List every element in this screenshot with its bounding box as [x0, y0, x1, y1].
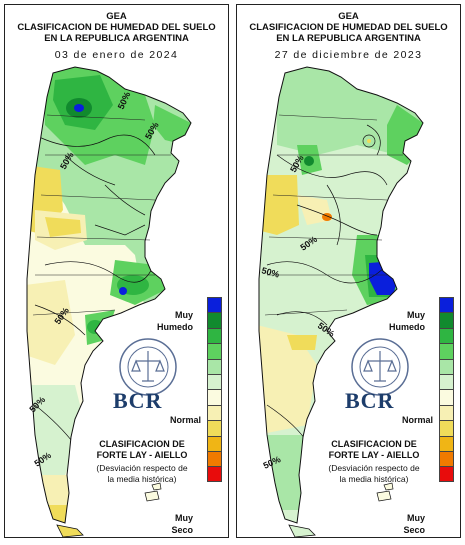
legend-swatch [207, 373, 222, 390]
legend-swatch [439, 435, 454, 451]
legend-label-muy: Muy [407, 310, 425, 320]
classification-method: FORTE LAY - AIELLO [328, 450, 420, 460]
left-soil-moisture-map: 50% 50% 50% 50% 50% 50% [26, 66, 192, 537]
malvinas-islands [144, 482, 162, 502]
legend-label-humedo: Humedo [157, 322, 193, 332]
map-title: CLASIFICACION DE HUMEDAD DEL SUELO [17, 22, 216, 33]
bcr-logo: BCR [113, 388, 163, 413]
dry-zone-west [259, 175, 299, 235]
province-borders [264, 114, 403, 316]
legend-swatch [207, 420, 222, 436]
classification-note: la media histórica) [339, 474, 409, 484]
legend-label-humedo: Humedo [389, 322, 425, 332]
classification-note: (Desviación respecto de [328, 463, 420, 473]
legend-swatch [207, 312, 222, 328]
argentina-outline [26, 66, 192, 524]
map-subtitle: EN LA REPUBLICA ARGENTINA [276, 33, 421, 44]
moisture-legend [439, 297, 454, 482]
classification-title: CLASIFICACION DE [331, 439, 417, 449]
classification-title: CLASIFICACION DE [99, 439, 185, 449]
legend-swatch [439, 297, 454, 313]
legend-swatch [439, 358, 454, 374]
map-date: 03 de enero de 2024 [54, 49, 179, 61]
map-title: CLASIFICACION DE HUMEDAD DEL SUELO [249, 22, 448, 33]
wettest-spot-center [119, 287, 127, 295]
legend-swatch [207, 435, 222, 451]
right-map-panel: 50% 50% 50% 50% 50% GEA CLASIFICACION DE… [236, 4, 461, 538]
isoline-label: 50% [260, 265, 280, 279]
wettest-spot-north [74, 104, 84, 112]
legend-swatch [439, 404, 454, 421]
legend-label-seco: Seco [403, 525, 425, 535]
classification-note: (Desviación respecto de [96, 463, 188, 473]
legend-swatch [439, 450, 454, 467]
tierra-del-fuego [288, 524, 316, 537]
legend-label-muy: Muy [407, 513, 425, 523]
bolsa-de-comercio-seal-icon [119, 338, 177, 396]
legend-swatch [439, 373, 454, 390]
legend-swatch [439, 343, 454, 359]
tierra-del-fuego [56, 524, 84, 537]
map-title-gea: GEA [338, 11, 359, 22]
argentina-outline [258, 66, 424, 524]
legend-label-seco: Seco [171, 525, 193, 535]
classification-method: FORTE LAY - AIELLO [96, 450, 188, 460]
legend-swatch [207, 450, 222, 467]
legend-swatch [207, 297, 222, 313]
left-map-panel: 50% 50% 50% 50% 50% 50% GEA CLASIFICACIO… [4, 4, 229, 538]
malvinas-islands [376, 482, 394, 502]
moisture-legend [207, 297, 222, 482]
map-subtitle: EN LA REPUBLICA ARGENTINA [44, 33, 189, 44]
legend-swatch [207, 404, 222, 421]
right-soil-moisture-map: 50% 50% 50% 50% 50% [258, 66, 424, 537]
legend-swatch [439, 466, 454, 482]
bolsa-de-comercio-seal-icon [351, 338, 409, 396]
legend-swatch [439, 389, 454, 405]
legend-swatch [207, 358, 222, 374]
legend-label-normal: Normal [169, 415, 201, 425]
classification-note: la media histórica) [107, 474, 177, 484]
legend-label-normal: Normal [401, 415, 433, 425]
legend-swatch [207, 389, 222, 405]
province-borders [32, 114, 171, 316]
legend-label-muy: Muy [175, 513, 193, 523]
legend-label-muy: Muy [175, 310, 193, 320]
legend-swatch [207, 466, 222, 482]
legend-swatch [207, 343, 222, 359]
map-title-gea: GEA [106, 11, 127, 22]
legend-swatch [439, 312, 454, 328]
legend-swatch [207, 327, 222, 344]
legend-swatch [439, 420, 454, 436]
legend-swatch [439, 327, 454, 344]
bcr-logo: BCR [345, 388, 395, 413]
map-date: 27 de diciembre de 2023 [274, 49, 423, 61]
